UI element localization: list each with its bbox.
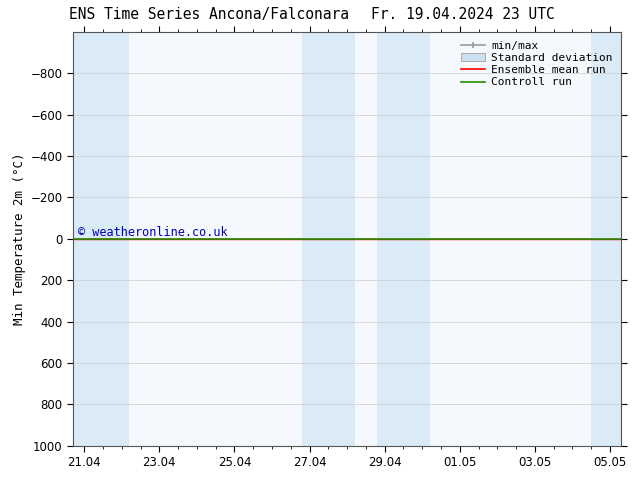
Y-axis label: Min Temperature 2m (°C): Min Temperature 2m (°C) xyxy=(13,152,26,325)
Bar xyxy=(302,32,354,446)
Text: ENS Time Series Ancona/Falconara: ENS Time Series Ancona/Falconara xyxy=(69,7,349,23)
Bar xyxy=(377,32,430,446)
Text: © weatheronline.co.uk: © weatheronline.co.uk xyxy=(79,226,228,239)
Bar xyxy=(592,32,621,446)
Legend: min/max, Standard deviation, Ensemble mean run, Controll run: min/max, Standard deviation, Ensemble me… xyxy=(458,37,616,91)
Bar xyxy=(73,32,129,446)
Text: Fr. 19.04.2024 23 UTC: Fr. 19.04.2024 23 UTC xyxy=(371,7,555,23)
